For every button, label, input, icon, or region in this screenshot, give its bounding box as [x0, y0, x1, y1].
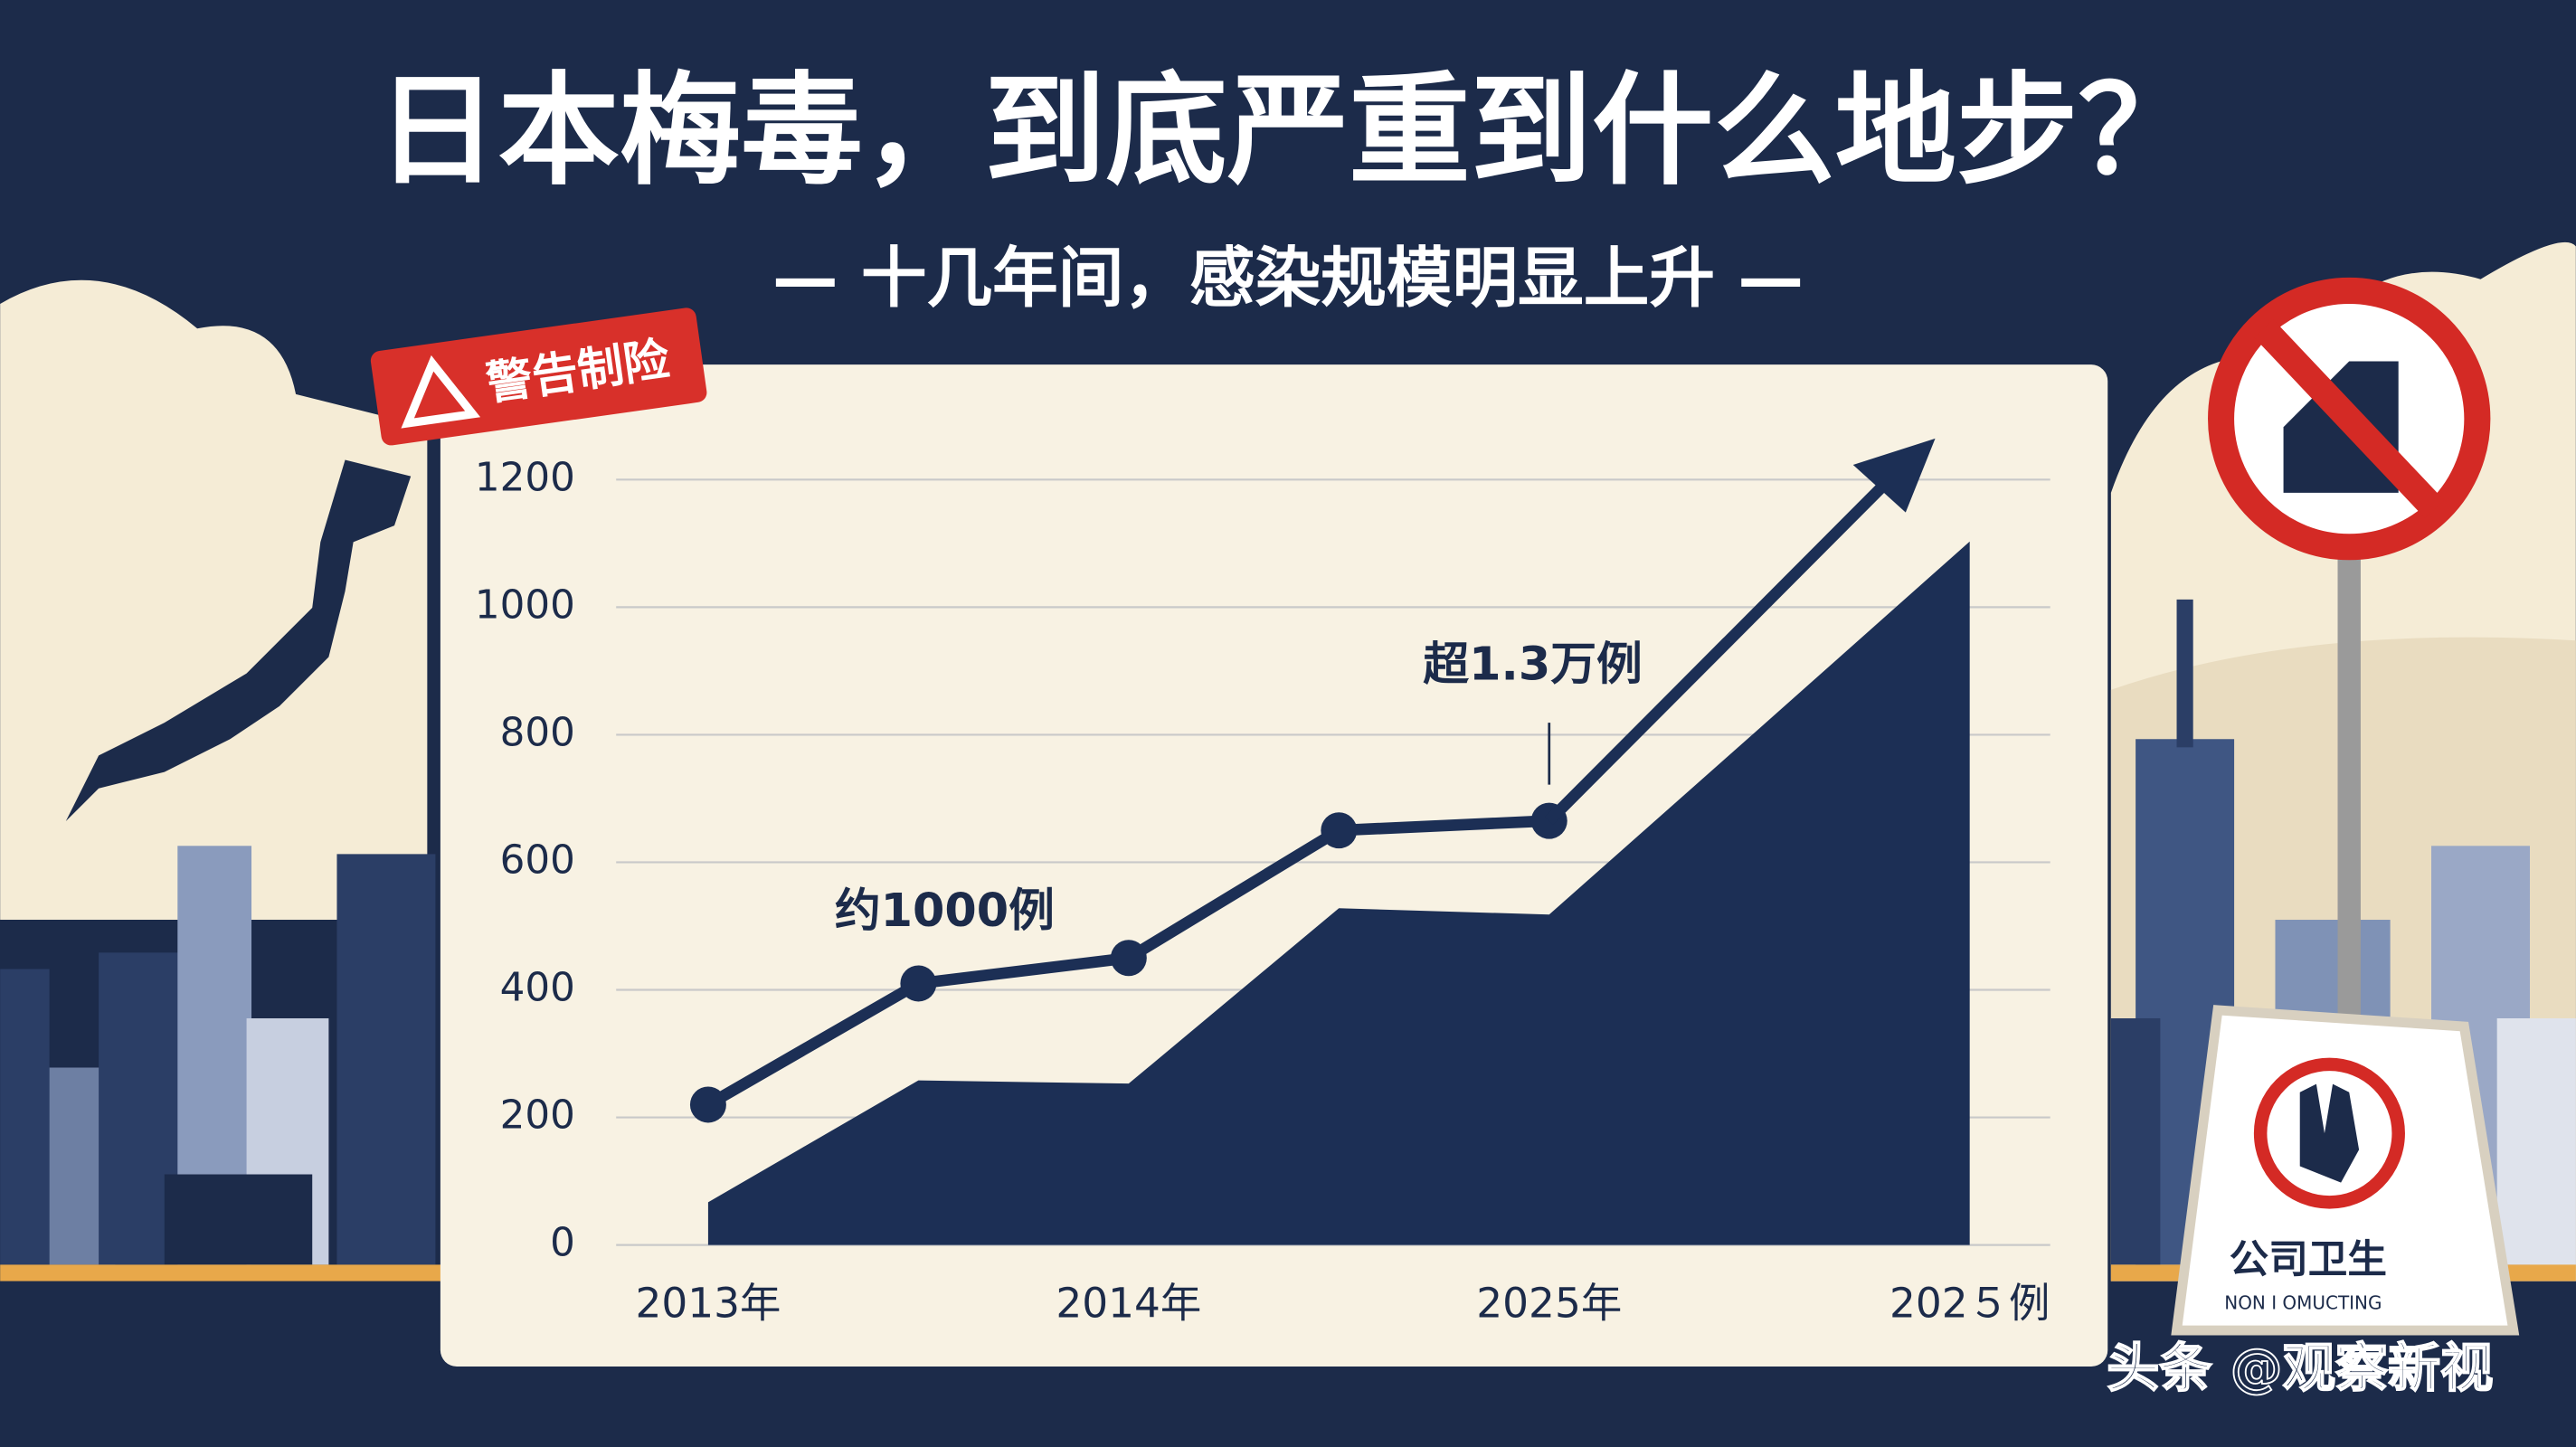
no-sign-slash	[2254, 319, 2445, 518]
y-tick-label: 200	[500, 1093, 575, 1139]
point	[900, 965, 937, 1002]
stop-hand	[2299, 1083, 2360, 1183]
x-tick-label: 2025年	[1476, 1279, 1622, 1327]
x-tick-label: 202５例	[1889, 1279, 2050, 1327]
y-tick-label: 600	[500, 837, 575, 883]
y-tick-label: 800	[500, 710, 575, 755]
x-tick-label: 2014年	[1056, 1279, 1201, 1327]
x-tick-label: 2013年	[635, 1279, 781, 1327]
tag-box	[370, 307, 707, 446]
y-tick-label: 1000	[475, 582, 575, 628]
city-left	[0, 846, 436, 1265]
annotation: 超1.3万例	[1423, 637, 1643, 690]
trend-arrow	[1545, 467, 1902, 826]
y-tick-label: 1200	[475, 455, 575, 500]
point	[689, 1086, 726, 1123]
watermark: 头条 @观察新视	[2107, 1338, 2493, 1399]
point	[1321, 812, 1358, 849]
trend-arrow-head	[1852, 438, 1936, 513]
sign-title: 公司卫生	[2230, 1237, 2387, 1282]
chart-title: 日本梅毒，到底严重到什么地步？	[376, 60, 2200, 202]
area	[707, 541, 1970, 1245]
sign-subtitle: NON I OMUCTING	[2224, 1291, 2382, 1313]
map	[65, 459, 412, 822]
y-tick-label: 400	[500, 966, 575, 1011]
point	[1110, 940, 1147, 977]
tag: 警告制险	[370, 307, 707, 446]
ground-left	[0, 1264, 444, 1281]
chart-subtitle: — 十几年间，感染规模明显上升 —	[772, 241, 1804, 317]
tag-icon	[401, 355, 481, 429]
y-tick-label: 0	[550, 1221, 575, 1266]
annotation: 约1000例	[835, 884, 1055, 937]
plot: 0 200 400 600 800 1000 1200 2013年 2014年 2025年 202５…	[475, 438, 2050, 1327]
